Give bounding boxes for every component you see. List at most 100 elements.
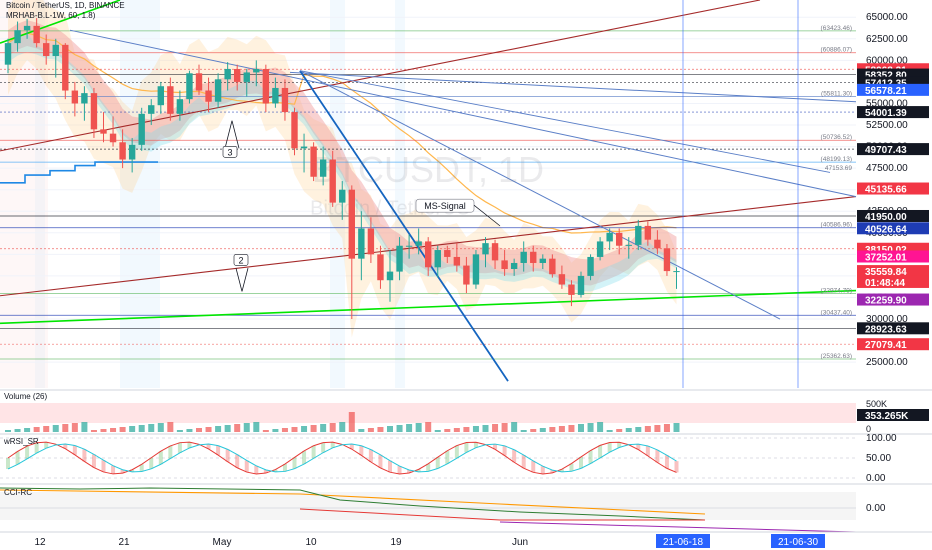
candle-body: [444, 250, 451, 257]
volume-bar: [90, 430, 97, 432]
candle-body: [310, 146, 317, 177]
volume-last-label: 353.265K: [865, 411, 909, 422]
price-label-box: [857, 265, 929, 278]
volume-bar: [520, 430, 527, 432]
volume-bar: [62, 424, 69, 432]
candle-body: [157, 86, 164, 106]
volume-bar: [167, 422, 174, 432]
candle-body: [663, 248, 671, 272]
annotation-marker: [235, 268, 249, 292]
price-label-box: [857, 275, 929, 288]
volume-bar: [406, 424, 413, 432]
candle-body: [167, 86, 174, 114]
trend-line-blue-steep: [299, 70, 509, 382]
volume-bar: [539, 428, 546, 432]
rsi-tick-label: 0.00: [866, 473, 886, 484]
volume-bar: [434, 430, 441, 432]
price-label-box: [857, 143, 929, 156]
volume-bar: [291, 427, 298, 432]
volume-bar: [367, 428, 374, 432]
candle-body: [329, 159, 336, 203]
highlight-column: [395, 0, 405, 388]
x-tick-label: Jun: [512, 537, 528, 548]
volume-bar: [243, 423, 250, 432]
level-label: (63423.46): [821, 25, 852, 32]
volume-bar: [215, 426, 222, 432]
volume-bar: [14, 429, 21, 432]
candle-body: [596, 241, 604, 257]
candle-body: [606, 232, 613, 242]
candle-body: [243, 72, 250, 82]
volume-bar: [81, 422, 88, 432]
candle-body: [367, 228, 375, 255]
volume-tick-label: 500K: [866, 399, 887, 409]
rsi-tick-label: 100.00: [866, 433, 897, 444]
candle-body: [109, 133, 117, 143]
y-tick-label: 60000.00: [866, 55, 908, 66]
volume-bar: [100, 429, 107, 432]
candle-body: [62, 44, 69, 91]
price-label-box: [857, 222, 929, 235]
candle-body: [587, 256, 594, 276]
candle-body: [530, 251, 537, 263]
volume-bar: [186, 429, 193, 432]
x-tick-label: 12: [34, 537, 46, 548]
volume-bar: [530, 429, 537, 432]
volume-bar: [663, 424, 670, 432]
price-label: 38150.02: [865, 245, 907, 256]
candle-body: [205, 90, 212, 102]
highlight-column: [35, 0, 45, 388]
volume-bar: [52, 425, 59, 432]
price-label-box: [857, 106, 929, 119]
candle-body: [558, 274, 566, 285]
highlight-column: [120, 0, 160, 388]
cci-pane-title: CCI-RC: [4, 488, 32, 497]
candle-body: [272, 87, 279, 104]
x-tick-label: May: [213, 537, 232, 548]
candle-body: [539, 258, 546, 263]
volume-tick-label: 0: [866, 424, 871, 434]
time-marker-label: 21-06-18: [663, 537, 703, 548]
candle-body: [339, 189, 346, 203]
candle-body: [195, 73, 203, 91]
candle-body: [148, 105, 155, 114]
volume-bar: [157, 423, 164, 432]
price-label: 35559.84: [865, 267, 907, 278]
cci-tick-label: 0.00: [866, 503, 886, 514]
price-label: 28923.63: [865, 324, 907, 335]
volume-bar: [129, 426, 136, 432]
candle-body: [386, 271, 394, 281]
trend-line-brown: [0, 0, 761, 152]
candle-body: [224, 68, 231, 80]
time-marker-box: [656, 534, 710, 548]
volume-last-box: [857, 409, 929, 421]
price-label: 41950.00: [865, 212, 907, 223]
volume-bar: [492, 424, 499, 432]
level-label: (30437.40): [821, 309, 852, 316]
volume-bar: [644, 426, 651, 432]
candle-body: [262, 68, 270, 104]
candle-body: [415, 241, 422, 246]
volume-bar: [654, 425, 661, 432]
candle-body: [23, 25, 31, 31]
cci-line-green: [0, 487, 706, 521]
candle-body: [176, 99, 184, 114]
volume-bar: [281, 428, 288, 432]
time-marker-label: 21-06-30: [778, 537, 818, 548]
candle-body: [138, 113, 145, 145]
annotation-pointer: [473, 204, 501, 227]
volume-bar: [396, 425, 403, 432]
price-pane-bg: [0, 0, 856, 388]
y-tick-label: 65000.00: [866, 12, 908, 23]
volume-bar: [119, 427, 126, 432]
price-label-box: [857, 293, 929, 306]
volume-bar: [138, 425, 145, 432]
candle-body: [577, 275, 585, 295]
trend-line-blue: [289, 71, 857, 103]
candle-body: [501, 260, 508, 270]
level-label: (25362.63): [821, 353, 852, 360]
price-label-box: [857, 209, 929, 222]
x-tick-label: 10: [305, 537, 317, 548]
